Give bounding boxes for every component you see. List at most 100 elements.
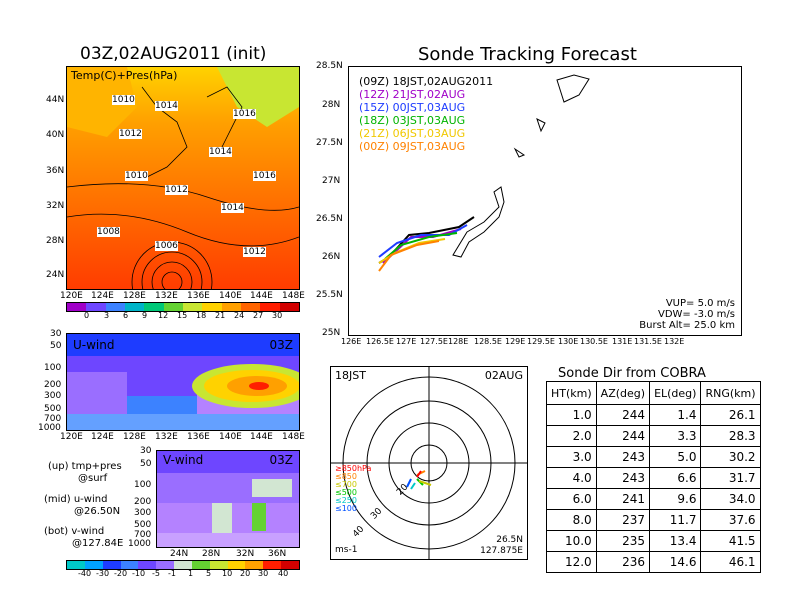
lat-tick: 28N [46,236,65,246]
cell: 3.3 [649,425,702,447]
lat-tick: 36N [46,166,65,176]
lon-tick: 132E [155,432,178,442]
u-wind-field [67,334,299,430]
lon-tick: 120E [60,291,83,301]
column-header: HT(km) [546,381,597,405]
note-up-sub: @surf [78,473,108,484]
pres-tick: 500 [134,520,152,530]
colorbar-tick: 9 [142,311,148,320]
isobar-label: 1012 [119,129,142,139]
cell: 14.6 [649,551,702,573]
pres-tick: 200 [134,497,152,507]
cell: 4.0 [546,467,597,489]
hodograph-levels: ≥850hPa ≤850 ≤700 ≤500 ≤250 ≤100 [335,465,371,513]
legend-entry: (09Z) 18JST,02AUG2011 [359,75,494,88]
cell: 2.0 [546,425,597,447]
level-label: ≥850hPa [335,464,372,473]
lon-tick: 128E [123,432,146,442]
cell: 235 [595,530,651,552]
v-wind-section: V-wind 03Z [156,450,300,548]
legend-entry: (18Z) 03JST,03AUG [359,114,466,127]
column-header: EL(deg) [649,381,702,405]
legend-entry: (21Z) 06JST,03AUG [359,127,466,140]
launch-params: VUP= 5.0 m/s VDW= -3.0 m/s Burst Alt= 25… [639,298,735,331]
lon-tick: 131E [612,337,633,346]
level-label: ≤250 [335,496,357,505]
table-header-row: HT(km) AZ(deg) EL(deg) RNG(km) [546,381,761,405]
note-mid: (mid) u-wind [44,494,108,505]
colorbar-tick: 0 [84,311,90,320]
hodograph-lon: 127.875E [480,546,523,556]
cell: 5.0 [649,446,702,468]
lon-tick: 131.5E [634,337,662,346]
u-wind-section: U-wind 03Z [66,333,300,431]
colorbar-tick: 18 [196,311,207,320]
lon-tick: 148E [282,432,305,442]
v-wind-label: V-wind [163,453,204,467]
colorbar-tick: 40 [278,569,289,578]
lat-tick: 25N [322,328,341,338]
cell: 46.1 [700,551,761,573]
cell: 6.6 [649,467,702,489]
colorbar-tick: 1 [188,569,194,578]
table-row: 12.0 236 14.6 46.1 [546,551,761,573]
lon-tick: 136E [187,432,210,442]
note-bot-sub: @127.84E [72,538,124,549]
lon-tick: 127.5E [420,337,448,346]
lat-tick: 36N [268,549,287,559]
lat-tick: 32N [236,549,255,559]
pres-tick: 1000 [38,423,61,433]
level-label: ≤700 [335,480,357,489]
cell: 13.4 [649,530,702,552]
colorbar-tick: 5 [206,569,212,578]
lat-tick: 24N [46,270,65,280]
temperature-colorbar [66,302,300,312]
isobar-label: 1012 [243,247,266,257]
lon-tick: 140E [219,432,242,442]
table-row: 3.0 243 5.0 30.2 [546,446,761,468]
cell: 1.4 [649,404,702,426]
isobar-label: 1014 [209,147,232,157]
colorbar-tick: 20 [240,569,251,578]
v-wind-field [157,451,299,547]
lat-tick: 25.5N [316,290,343,300]
isobar-label: 1010 [112,95,135,105]
cell: 34.0 [700,488,761,510]
hodograph-date: 02AUG [484,369,523,382]
track-title: Sonde Tracking Forecast [418,44,637,65]
lon-tick: 130.5E [580,337,608,346]
cell: 3.0 [546,446,597,468]
table-row: 1.0 244 1.4 26.1 [546,404,761,426]
hodograph-rings [331,367,527,559]
lon-tick: 136E [187,291,210,301]
cell: 11.7 [649,509,702,531]
pres-tick: 300 [44,391,62,401]
lon-tick: 120E [60,432,83,442]
lon-tick: 132E [664,337,685,346]
lat-tick: 44N [46,95,65,105]
cell: 12.0 [546,551,597,573]
cell: 28.3 [700,425,761,447]
cell: 41.5 [700,530,761,552]
lat-tick: 40N [46,130,65,140]
note-bot: (bot) v-wind [44,526,105,537]
lon-tick: 128E [123,291,146,301]
wind-colorbar [66,560,300,570]
cell: 8.0 [546,509,597,531]
cell: 243 [595,446,651,468]
cell: 31.7 [700,467,761,489]
pres-tick: 700 [134,530,152,540]
pres-tick: 1000 [128,539,151,549]
cell: 6.0 [546,488,597,510]
lat-tick: 32N [46,201,65,211]
pres-tick: 30 [140,446,152,456]
lon-tick: 128.5E [474,337,502,346]
sonde-direction-table: HT(km) AZ(deg) EL(deg) RNG(km) 1.0 244 1.4… [546,381,761,573]
column-header: RNG(km) [700,381,761,405]
colorbar-tick: 30 [258,569,269,578]
lat-tick: 27.5N [316,138,343,148]
level-label: ≤100 [335,504,357,513]
u-wind-label: U-wind [73,338,115,352]
pres-tick: 50 [50,341,62,351]
cell: 241 [595,488,651,510]
